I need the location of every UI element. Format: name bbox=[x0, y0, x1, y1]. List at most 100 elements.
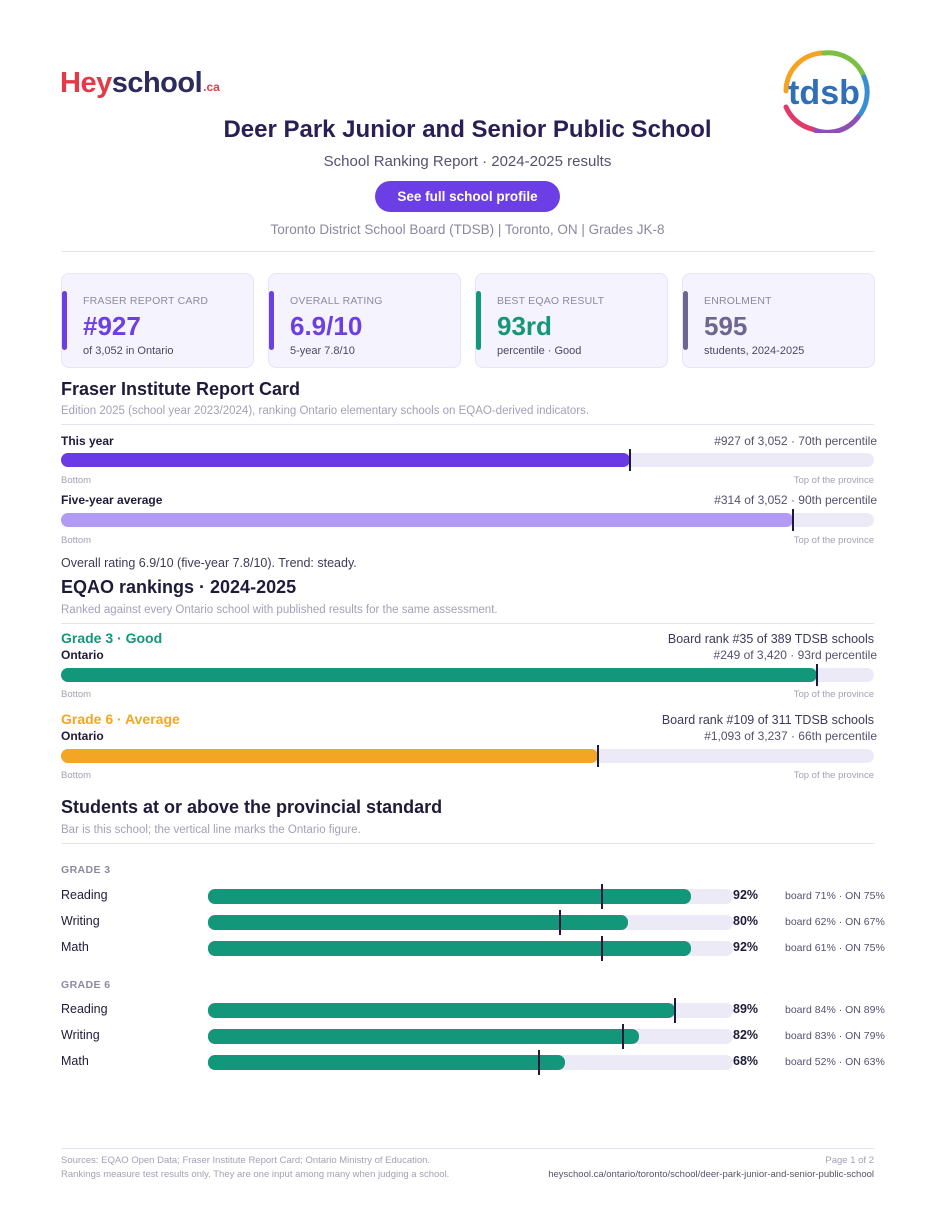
eqao-grade3-marker bbox=[816, 664, 819, 686]
eqao-grade6-scope: Ontario bbox=[61, 729, 104, 743]
card-overall-rating: OVERALL RATING 6.9/10 5-year 7.8/10 bbox=[268, 273, 461, 368]
standard-comparison: board 52% · ON 63% bbox=[785, 1056, 885, 1068]
eqao-grade6-board-rank: Board rank #109 of 311 TDSB schools bbox=[661, 713, 874, 727]
standard-subject-label: Reading bbox=[61, 1002, 108, 1016]
eqao-grade6-rank: #1,093 of 3,237 · 66th percentile bbox=[704, 729, 877, 743]
standard-comparison: board 71% · ON 75% bbox=[785, 890, 885, 902]
standard-ontario-marker bbox=[537, 1050, 540, 1075]
divider bbox=[61, 843, 874, 844]
card-label: ENROLMENT bbox=[704, 295, 772, 307]
standard-school-percent: 82% bbox=[733, 1028, 759, 1042]
tdsb-logo: tdsb bbox=[783, 50, 870, 133]
see-full-profile-button[interactable]: See full school profile bbox=[375, 181, 560, 212]
eqao-grade3-bar bbox=[61, 664, 874, 686]
axis-top-label: Top of the province bbox=[793, 475, 874, 486]
standard-bar-fill bbox=[208, 1055, 565, 1070]
card-value: #927 bbox=[83, 311, 141, 341]
card-sub: percentile · Good bbox=[497, 345, 582, 357]
standard-subject-label: Reading bbox=[61, 888, 108, 902]
page-subtitle: School Ranking Report · 2024-2025 result… bbox=[323, 153, 612, 170]
standard-comparison: board 84% · ON 89% bbox=[785, 1004, 885, 1016]
card-sub: students, 2024-2025 bbox=[704, 345, 805, 357]
fraser-section-title: Fraser Institute Report Card bbox=[61, 379, 301, 399]
logo-school-text: school bbox=[111, 67, 203, 99]
standard-subject-label: Math bbox=[61, 940, 89, 954]
eqao-grade6-bar bbox=[61, 745, 874, 767]
eqao-grade3-board-rank: Board rank #35 of 389 TDSB schools bbox=[667, 632, 874, 646]
standard-bar bbox=[208, 1024, 733, 1049]
divider bbox=[61, 251, 874, 252]
card-sub: of 3,052 in Ontario bbox=[83, 345, 174, 357]
fraser-five-year-rank: #314 of 3,052 · 90th percentile bbox=[714, 493, 877, 507]
card-value: 93rd bbox=[497, 311, 552, 341]
axis-top-label: Top of the province bbox=[793, 689, 874, 700]
card-accent bbox=[476, 291, 481, 350]
standard-bar-fill bbox=[208, 1029, 639, 1044]
standard-section-title: Students at or above the provincial stan… bbox=[61, 797, 443, 817]
school-meta: Toronto District School Board (TDSB) | T… bbox=[270, 222, 665, 237]
standard-ontario-marker bbox=[600, 936, 603, 961]
axis-bottom-label: Bottom bbox=[61, 689, 92, 700]
eqao-grade6-marker bbox=[596, 745, 599, 767]
standard-bar bbox=[208, 910, 733, 935]
standard-bar-fill bbox=[208, 941, 691, 956]
card-label: FRASER REPORT CARD bbox=[83, 295, 209, 307]
standard-ontario-marker bbox=[621, 1024, 624, 1049]
footer-note: Rankings measure test results only. They… bbox=[61, 1169, 450, 1180]
fraser-this-year-rank: #927 of 3,052 · 70th percentile bbox=[714, 434, 877, 448]
card-sub: 5-year 7.8/10 bbox=[290, 345, 355, 357]
standard-comparison: board 61% · ON 75% bbox=[785, 942, 885, 954]
standard-bar bbox=[208, 884, 733, 909]
card-value: 6.9/10 bbox=[290, 311, 363, 341]
card-fraser-report: FRASER REPORT CARD #927 of 3,052 in Onta… bbox=[61, 273, 254, 368]
fraser-five-year-label: Five-year average bbox=[61, 493, 163, 507]
standard-bar bbox=[208, 936, 733, 961]
standard-group-title: GRADE 3 bbox=[61, 864, 111, 876]
standard-school-percent: 80% bbox=[733, 914, 759, 928]
card-enrolment: ENROLMENT 595 students, 2024-2025 bbox=[682, 273, 875, 368]
standard-bar bbox=[208, 998, 733, 1023]
eqao-section-title: EQAO rankings · 2024-2025 bbox=[61, 577, 297, 597]
standard-comparison: board 62% · ON 67% bbox=[785, 916, 885, 928]
fraser-five-year-bar bbox=[61, 509, 874, 531]
fraser-five-year-marker bbox=[791, 509, 794, 531]
divider bbox=[61, 623, 874, 624]
standard-school-percent: 92% bbox=[733, 888, 759, 902]
eqao-grade6-fill bbox=[61, 749, 598, 763]
axis-top-label: Top of the province bbox=[793, 535, 874, 546]
footer-divider bbox=[61, 1148, 874, 1149]
axis-top-label: Top of the province bbox=[793, 770, 874, 781]
standard-bar-fill bbox=[208, 889, 691, 904]
eqao-grade3-fill bbox=[61, 668, 818, 682]
page-title: Deer Park Junior and Senior Public Schoo… bbox=[223, 116, 712, 143]
heyschool-logo[interactable]: Hey school .ca bbox=[60, 60, 220, 100]
standard-school-percent: 89% bbox=[733, 1002, 759, 1016]
tdsb-logo-text: tdsb bbox=[788, 74, 860, 112]
footer-url[interactable]: heyschool.ca/ontario/toronto/school/deer… bbox=[548, 1169, 874, 1180]
axis-bottom-label: Bottom bbox=[61, 770, 92, 781]
fraser-this-year-marker bbox=[629, 449, 632, 471]
eqao-grade3-scope: Ontario bbox=[61, 648, 104, 662]
card-value: 595 bbox=[704, 311, 748, 341]
standard-subject-label: Writing bbox=[61, 914, 100, 928]
card-accent bbox=[269, 291, 274, 350]
eqao-grade6-heading: Grade 6 · Average bbox=[61, 711, 180, 727]
standard-ontario-marker bbox=[558, 910, 561, 935]
fraser-this-year-fill bbox=[61, 453, 631, 467]
card-label: OVERALL RATING bbox=[290, 295, 383, 307]
card-accent bbox=[683, 291, 688, 350]
standard-bar-fill bbox=[208, 915, 628, 930]
standard-bar bbox=[208, 1050, 733, 1075]
fraser-section-desc: Edition 2025 (school year 2023/2024), ra… bbox=[61, 405, 590, 417]
card-best-eqao: BEST EQAO RESULT 93rd percentile · Good bbox=[475, 273, 668, 368]
standard-bar-fill bbox=[208, 1003, 676, 1018]
standard-subject-label: Writing bbox=[61, 1028, 100, 1042]
fraser-five-year-fill bbox=[61, 513, 793, 527]
fraser-this-year-bar bbox=[61, 449, 874, 471]
eqao-grade3-rank: #249 of 3,420 · 93rd percentile bbox=[713, 648, 877, 662]
footer-page: Page 1 of 2 bbox=[825, 1155, 874, 1166]
standard-section-desc: Bar is this school; the vertical line ma… bbox=[61, 824, 361, 836]
standard-school-percent: 92% bbox=[733, 940, 759, 954]
standard-comparison: board 83% · ON 79% bbox=[785, 1030, 885, 1042]
